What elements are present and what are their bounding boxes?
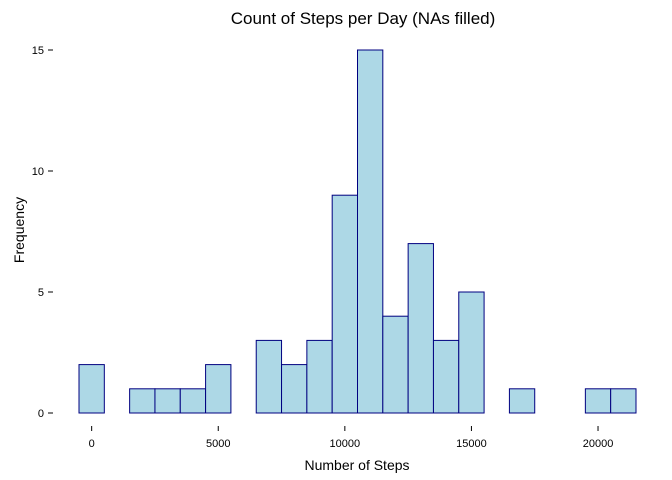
histogram-bar-10 — [331, 194, 359, 414]
histogram-bar-8 — [281, 364, 308, 414]
histogram-bar-11 — [357, 49, 384, 414]
histogram-bar-21 — [610, 388, 637, 414]
x-axis-label: Number of Steps — [304, 457, 409, 473]
histogram-bar-2 — [129, 388, 156, 414]
histogram-bar-12 — [382, 315, 409, 414]
bars-layer — [78, 49, 637, 414]
y-axis: 0 5 10 15 — [32, 45, 53, 420]
histogram-bar-9 — [306, 339, 333, 414]
histogram-bar-14 — [432, 339, 460, 414]
histogram-bar-17 — [508, 388, 536, 414]
y-tick-label: 0 — [38, 408, 44, 420]
histogram-bar-20 — [584, 388, 612, 414]
x-tick-label: 10000 — [330, 438, 361, 450]
histogram-bar-13 — [407, 243, 434, 414]
x-tick-label: 5000 — [206, 438, 230, 450]
histogram-bar-0 — [78, 364, 105, 414]
histogram-bar-7 — [255, 339, 283, 414]
y-tick-label: 10 — [32, 166, 44, 178]
x-tick-label: 15000 — [456, 438, 487, 450]
y-tick-label: 15 — [32, 45, 44, 57]
histogram-bar-15 — [458, 291, 485, 414]
histogram-bar-5 — [205, 364, 232, 414]
y-tick-label: 5 — [38, 287, 44, 299]
x-tick-label: 20000 — [583, 438, 614, 450]
x-tick-label: 0 — [89, 438, 95, 450]
y-axis-label: Frequency — [11, 197, 27, 263]
histogram-bar-4 — [179, 388, 207, 414]
x-axis: 0 5000 10000 15000 20000 — [89, 426, 614, 450]
chart-title: Count of Steps per Day (NAs filled) — [231, 9, 496, 28]
histogram-bar-3 — [154, 388, 181, 414]
